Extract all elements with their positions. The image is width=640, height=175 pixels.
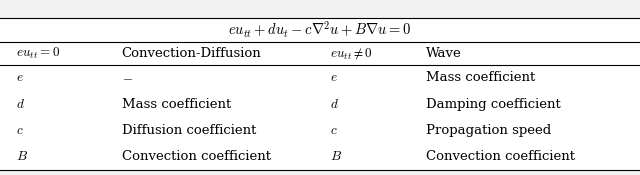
Text: Mass coefficient: Mass coefficient — [426, 71, 535, 84]
Text: Propagation speed: Propagation speed — [426, 124, 551, 137]
Text: $e$: $e$ — [330, 71, 337, 84]
Text: Convection coefficient: Convection coefficient — [426, 150, 575, 163]
Text: $d$: $d$ — [330, 98, 339, 111]
Text: $c$: $c$ — [16, 124, 24, 137]
Text: $c$: $c$ — [330, 124, 337, 137]
Text: $eu_{tt} = 0$: $eu_{tt} = 0$ — [16, 46, 60, 61]
Text: $eu_{tt} + du_t - c\nabla^2 u + B\nabla u = 0$: $eu_{tt} + du_t - c\nabla^2 u + B\nabla … — [228, 20, 412, 40]
Text: Mass coefficient: Mass coefficient — [122, 98, 231, 111]
Text: $B$: $B$ — [16, 150, 28, 163]
Text: $-$: $-$ — [122, 71, 132, 84]
Text: $e$: $e$ — [16, 71, 24, 84]
Text: $B$: $B$ — [330, 150, 342, 163]
Text: Diffusion coefficient: Diffusion coefficient — [122, 124, 256, 137]
Text: Convection coefficient: Convection coefficient — [122, 150, 271, 163]
Text: $d$: $d$ — [16, 98, 25, 111]
Text: Convection-Diffusion: Convection-Diffusion — [122, 47, 261, 60]
Text: Wave: Wave — [426, 47, 461, 60]
Text: Damping coefficient: Damping coefficient — [426, 98, 561, 111]
Text: $eu_{tt} \neq 0$: $eu_{tt} \neq 0$ — [330, 46, 372, 61]
Bar — [0, 18, 640, 170]
